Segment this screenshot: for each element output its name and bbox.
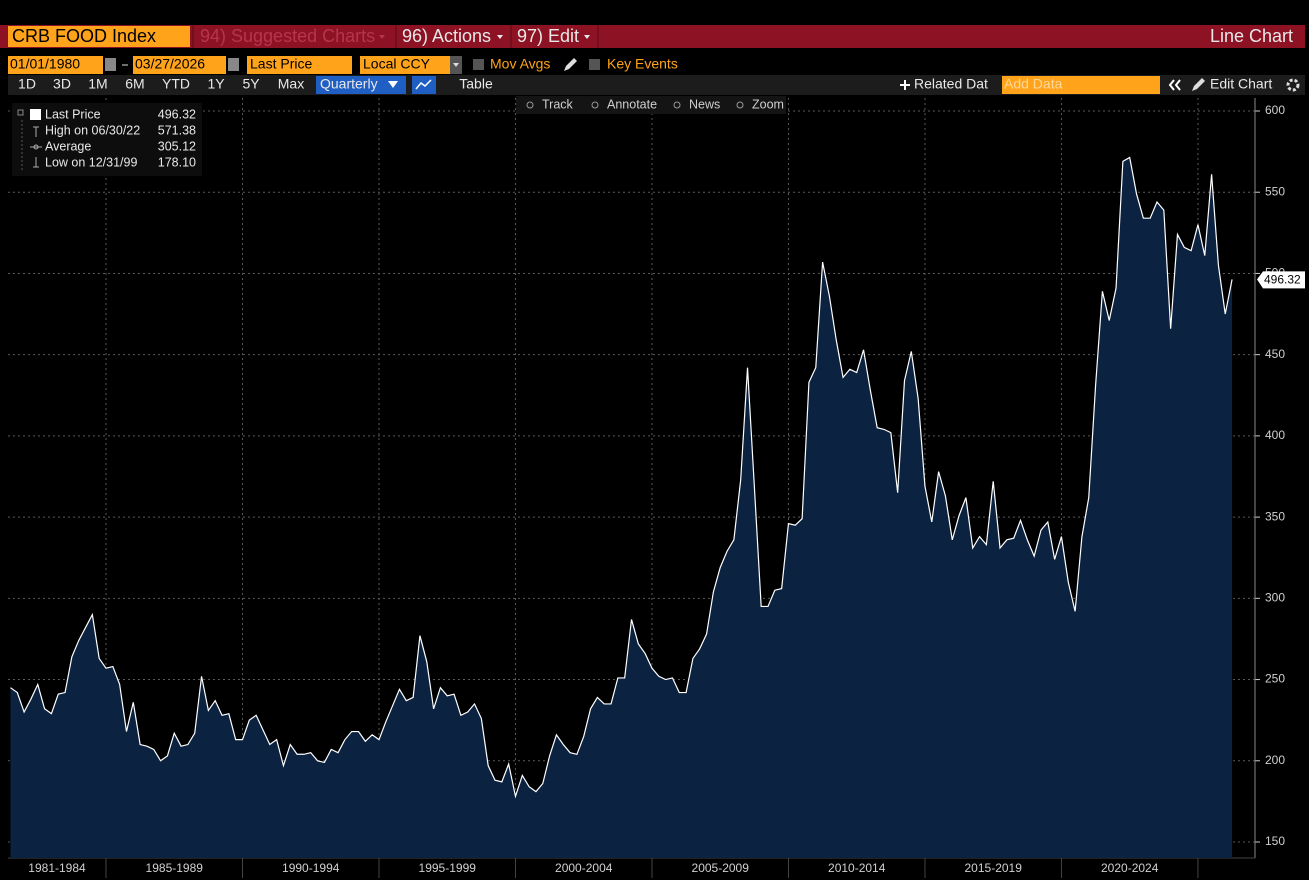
tool-button[interactable]: Track bbox=[542, 97, 574, 111]
line-chart-icon bbox=[415, 79, 432, 90]
currency[interactable]: Local CCY bbox=[363, 56, 431, 72]
y-tick-label: 550 bbox=[1265, 184, 1285, 198]
period-button[interactable]: 5Y bbox=[242, 76, 260, 92]
end-date[interactable]: 03/27/2026 bbox=[135, 56, 205, 72]
dropdown-caret bbox=[379, 35, 385, 39]
menu-suggested-charts[interactable]: 94) Suggested Charts bbox=[200, 26, 375, 46]
start-date-field[interactable] bbox=[8, 56, 103, 74]
legend: Last Price 496.32 High on 06/30/22 571.38 Av… bbox=[45, 107, 196, 169]
high-icon bbox=[33, 126, 39, 137]
title-bar bbox=[0, 25, 1305, 48]
calendar-icon[interactable] bbox=[105, 58, 116, 71]
x-band-label: 1981-1984 bbox=[28, 861, 86, 875]
period-button[interactable]: 6M bbox=[125, 76, 144, 92]
field-selector[interactable] bbox=[247, 56, 352, 74]
x-band-label: 2005-2009 bbox=[692, 861, 750, 875]
x-band-label: 2020-2024 bbox=[1101, 861, 1159, 875]
period-buttons: 1D 3D 1M 6M YTD 1Y 5Y Max bbox=[18, 76, 304, 92]
y-tick-label: 450 bbox=[1265, 347, 1285, 361]
dropdown-caret bbox=[497, 35, 503, 39]
period-button[interactable]: Max bbox=[278, 76, 304, 92]
last-price-tag-label: 496.32 bbox=[1264, 273, 1301, 287]
y-tick-label: 350 bbox=[1265, 509, 1285, 523]
checkbox[interactable] bbox=[473, 59, 484, 70]
period-button[interactable]: 1M bbox=[88, 76, 107, 92]
pencil-icon[interactable] bbox=[564, 58, 577, 71]
price-line bbox=[10, 156, 1233, 799]
frequency-button[interactable] bbox=[316, 76, 406, 94]
pencil-icon bbox=[1192, 78, 1205, 91]
tool-icon bbox=[526, 101, 534, 109]
y-tick-label: 600 bbox=[1265, 103, 1285, 117]
tool-button[interactable]: Annotate bbox=[607, 97, 657, 111]
menu-edit[interactable]: 97) Edit bbox=[517, 26, 579, 46]
security-field[interactable] bbox=[8, 26, 190, 47]
legend-value: 305.12 bbox=[158, 139, 196, 153]
legend-value: 178.10 bbox=[158, 155, 196, 169]
start-date[interactable]: 01/01/1980 bbox=[10, 56, 80, 72]
y-tick-label: 300 bbox=[1265, 591, 1285, 605]
tool-button[interactable]: Zoom bbox=[752, 97, 784, 111]
security-name[interactable]: CRB FOOD Index bbox=[12, 26, 156, 46]
legend-swatch bbox=[30, 109, 41, 120]
period-button[interactable]: 1Y bbox=[207, 76, 225, 92]
calendar-icon[interactable] bbox=[228, 58, 239, 71]
tool-icon bbox=[591, 101, 599, 109]
x-band-label: 1995-1999 bbox=[419, 861, 477, 875]
edit-chart-button[interactable]: Edit Chart bbox=[1210, 76, 1272, 92]
legend-value: 571.38 bbox=[158, 123, 196, 137]
chart-tool-buttons: Track Annotate News Zoom bbox=[526, 97, 784, 111]
average-icon bbox=[30, 144, 42, 150]
period-button[interactable]: 3D bbox=[53, 76, 71, 92]
x-band-label: 2000-2004 bbox=[555, 861, 613, 875]
dropdown-caret bbox=[453, 63, 459, 67]
settings-icon[interactable] bbox=[1286, 78, 1300, 92]
x-band-label: 1985-1989 bbox=[146, 861, 204, 875]
legend-toggle[interactable] bbox=[17, 109, 24, 116]
related-data-button[interactable]: Related Dat bbox=[914, 76, 988, 92]
field-name[interactable]: Last Price bbox=[250, 56, 312, 72]
legend-box bbox=[12, 103, 202, 176]
dropdown-caret bbox=[388, 81, 398, 88]
menu-actions[interactable]: 96) Actions bbox=[402, 26, 491, 46]
legend-label: High on 06/30/22 bbox=[45, 123, 140, 137]
plus-icon bbox=[900, 80, 910, 90]
x-band-label: 1990-1994 bbox=[282, 861, 340, 875]
period-button[interactable]: 1D bbox=[18, 76, 36, 92]
x-band-label: 2010-2014 bbox=[828, 861, 886, 875]
tool-icon bbox=[736, 101, 744, 109]
currency-selector[interactable] bbox=[360, 56, 450, 74]
add-data-field[interactable] bbox=[1002, 76, 1160, 94]
add-data-placeholder[interactable]: Add Data bbox=[1004, 76, 1063, 92]
view-name: Line Chart bbox=[1210, 26, 1293, 46]
tool-button[interactable]: News bbox=[689, 97, 720, 111]
legend-label: Low on 12/31/99 bbox=[45, 155, 137, 169]
checkbox[interactable] bbox=[589, 59, 600, 70]
low-icon bbox=[33, 157, 39, 168]
key-events-label[interactable]: Key Events bbox=[607, 56, 678, 72]
frequency[interactable]: Quarterly bbox=[320, 76, 378, 92]
y-tick-label: 250 bbox=[1265, 672, 1285, 686]
y-tick-label: 200 bbox=[1265, 753, 1285, 767]
legend-value: 496.32 bbox=[158, 107, 196, 121]
mov-avgs-label[interactable]: Mov Avgs bbox=[490, 56, 550, 72]
legend-label: Last Price bbox=[45, 107, 101, 121]
area-fill bbox=[10, 157, 1233, 859]
last-price-tag bbox=[1257, 271, 1305, 289]
legend-label: Average bbox=[45, 139, 91, 153]
chart-tools bbox=[516, 96, 786, 114]
y-tick-label: 400 bbox=[1265, 428, 1285, 442]
table-button[interactable]: Table bbox=[459, 76, 493, 92]
collapse-icon[interactable] bbox=[1168, 79, 1181, 91]
dropdown-caret bbox=[584, 35, 590, 39]
end-date-field[interactable] bbox=[133, 56, 226, 74]
period-button[interactable]: YTD bbox=[162, 76, 190, 92]
tool-icon bbox=[673, 101, 681, 109]
y-tick-label: 150 bbox=[1265, 834, 1285, 848]
x-band-label: 2015-2019 bbox=[965, 861, 1023, 875]
